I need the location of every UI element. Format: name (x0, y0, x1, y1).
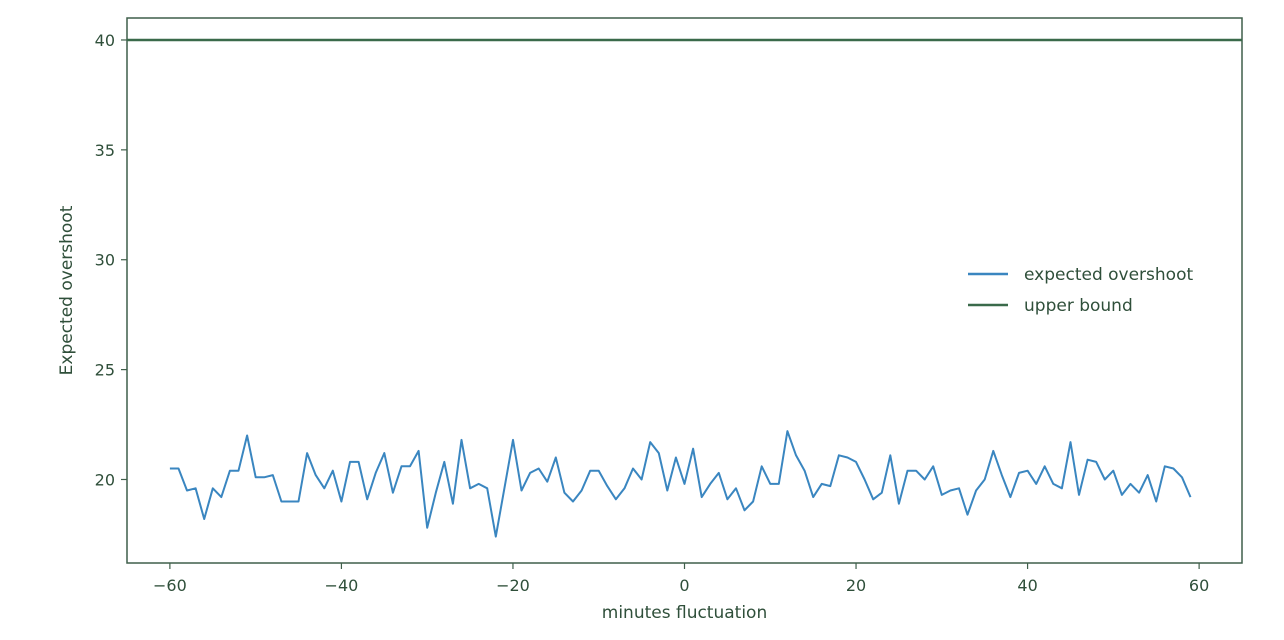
x-tick-label: 0 (679, 576, 689, 595)
x-tick-label: −40 (325, 576, 359, 595)
y-tick-label: 35 (95, 141, 115, 160)
legend-label: expected overshoot (1024, 265, 1193, 285)
x-tick-label: 20 (846, 576, 866, 595)
legend: expected overshoot upper bound (968, 265, 1193, 316)
y-tick-label: 20 (95, 470, 115, 489)
series-group (127, 38, 1242, 538)
x-tick-label: 40 (1017, 576, 1037, 595)
y-tick-label: 30 (95, 251, 115, 270)
series-line-expected-overshoot (169, 430, 1192, 538)
y-axis-label: Expected overshoot (57, 205, 77, 375)
x-axis-ticks: −60 −40 −20 0 20 40 60 (153, 563, 1209, 595)
y-tick-label: 25 (95, 361, 115, 380)
x-tick-label: −60 (153, 576, 187, 595)
y-axis-ticks: 20 25 30 35 40 (95, 31, 127, 489)
y-tick-label: 40 (95, 31, 115, 50)
x-axis-label: minutes fluctuation (602, 603, 767, 623)
x-tick-label: 60 (1189, 576, 1209, 595)
legend-label: upper bound (1024, 296, 1133, 316)
x-tick-label: −20 (496, 576, 530, 595)
